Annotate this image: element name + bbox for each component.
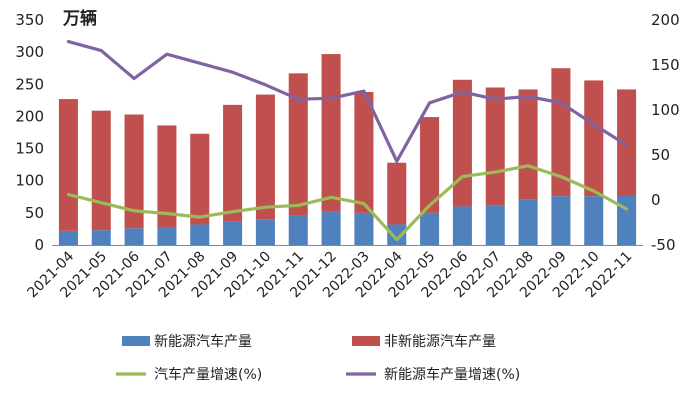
legend-label: 非新能源汽车产量 [384,333,496,350]
bar-nev-2022-09 [551,196,571,245]
bar-non-nev-2022-04 [387,162,407,225]
bar-non-nev-2022-08 [518,89,538,200]
legend-item-4: 新能源车产量增速(%) [346,366,520,383]
bar-nev-2021-06 [124,228,144,245]
bars-layer [58,54,637,245]
bar-nev-2021-05 [91,230,111,245]
bar-nev-2021-04 [58,230,78,245]
bar-non-nev-2021-11 [288,73,308,216]
bar-non-nev-2021-04 [58,99,78,231]
bar-non-nev-2022-03 [354,92,374,213]
legend-item-3: 汽车产量增速(%) [116,366,262,383]
legend-label: 新能源车产量增速(%) [384,366,520,383]
left-tick-label: 350 [15,11,44,29]
right-tick-label: -50 [651,236,676,254]
bar-non-nev-2022-11 [617,89,637,196]
right-tick-label: 100 [651,101,680,119]
right-tick-label: 200 [651,11,680,29]
bar-non-nev-2021-08 [190,133,210,225]
legend-label: 汽车产量增速(%) [154,366,262,383]
bar-non-nev-2022-05 [420,117,440,213]
bar-non-nev-2022-06 [452,79,472,207]
bar-non-nev-2022-10 [584,80,604,197]
left-tick-label: 300 [15,43,44,61]
legend-swatch [122,336,150,346]
bar-nev-2022-05 [420,212,440,245]
bar-non-nev-2022-09 [551,68,571,197]
bar-nev-2021-12 [321,211,341,245]
bar-nev-2022-10 [584,196,604,245]
bar-nev-2021-08 [190,224,210,245]
bar-non-nev-2021-07 [157,125,177,227]
bar-non-nev-2021-05 [91,110,111,231]
lines-layer [66,39,629,242]
bar-non-nev-2022-07 [485,87,505,206]
bar-nev-2022-06 [452,206,472,245]
bar-nev-2022-07 [485,205,505,245]
left-tick-label: 250 [15,75,44,93]
left-tick-label: 200 [15,107,44,125]
right-tick-label: 0 [651,191,661,209]
bar-nev-2021-11 [288,215,308,245]
bar-nev-2021-07 [157,227,177,245]
left-tick-label: 50 [25,204,44,222]
bar-nev-2021-10 [255,219,275,245]
bar-nev-2022-03 [354,212,374,245]
unit-label: 万辆 [62,8,97,29]
line-nev-growth [66,39,629,163]
bar-non-nev-2021-06 [124,114,144,229]
line-auto-growth [66,164,629,242]
right-tick-label: 50 [651,146,670,164]
left-tick-label: 150 [15,140,44,158]
legend-item-1: 新能源汽车产量 [122,333,252,350]
bar-nev-2022-08 [518,199,538,245]
bar-non-nev-2021-10 [255,94,275,220]
legend-item-2: 非新能源汽车产量 [352,333,496,350]
bar-nev-2022-04 [387,224,407,245]
left-tick-label: 0 [34,236,44,254]
legend-label: 新能源汽车产量 [154,333,252,350]
axis-layer: 050100150200250300350-500501001502002021… [15,11,679,301]
left-tick-label: 100 [15,172,44,190]
legend-swatch [352,336,380,346]
right-tick-label: 150 [651,56,680,74]
bar-nev-2022-11 [617,195,637,245]
bar-nev-2021-09 [223,221,243,245]
bar-non-nev-2021-09 [223,104,243,222]
bar-non-nev-2021-12 [321,54,341,212]
